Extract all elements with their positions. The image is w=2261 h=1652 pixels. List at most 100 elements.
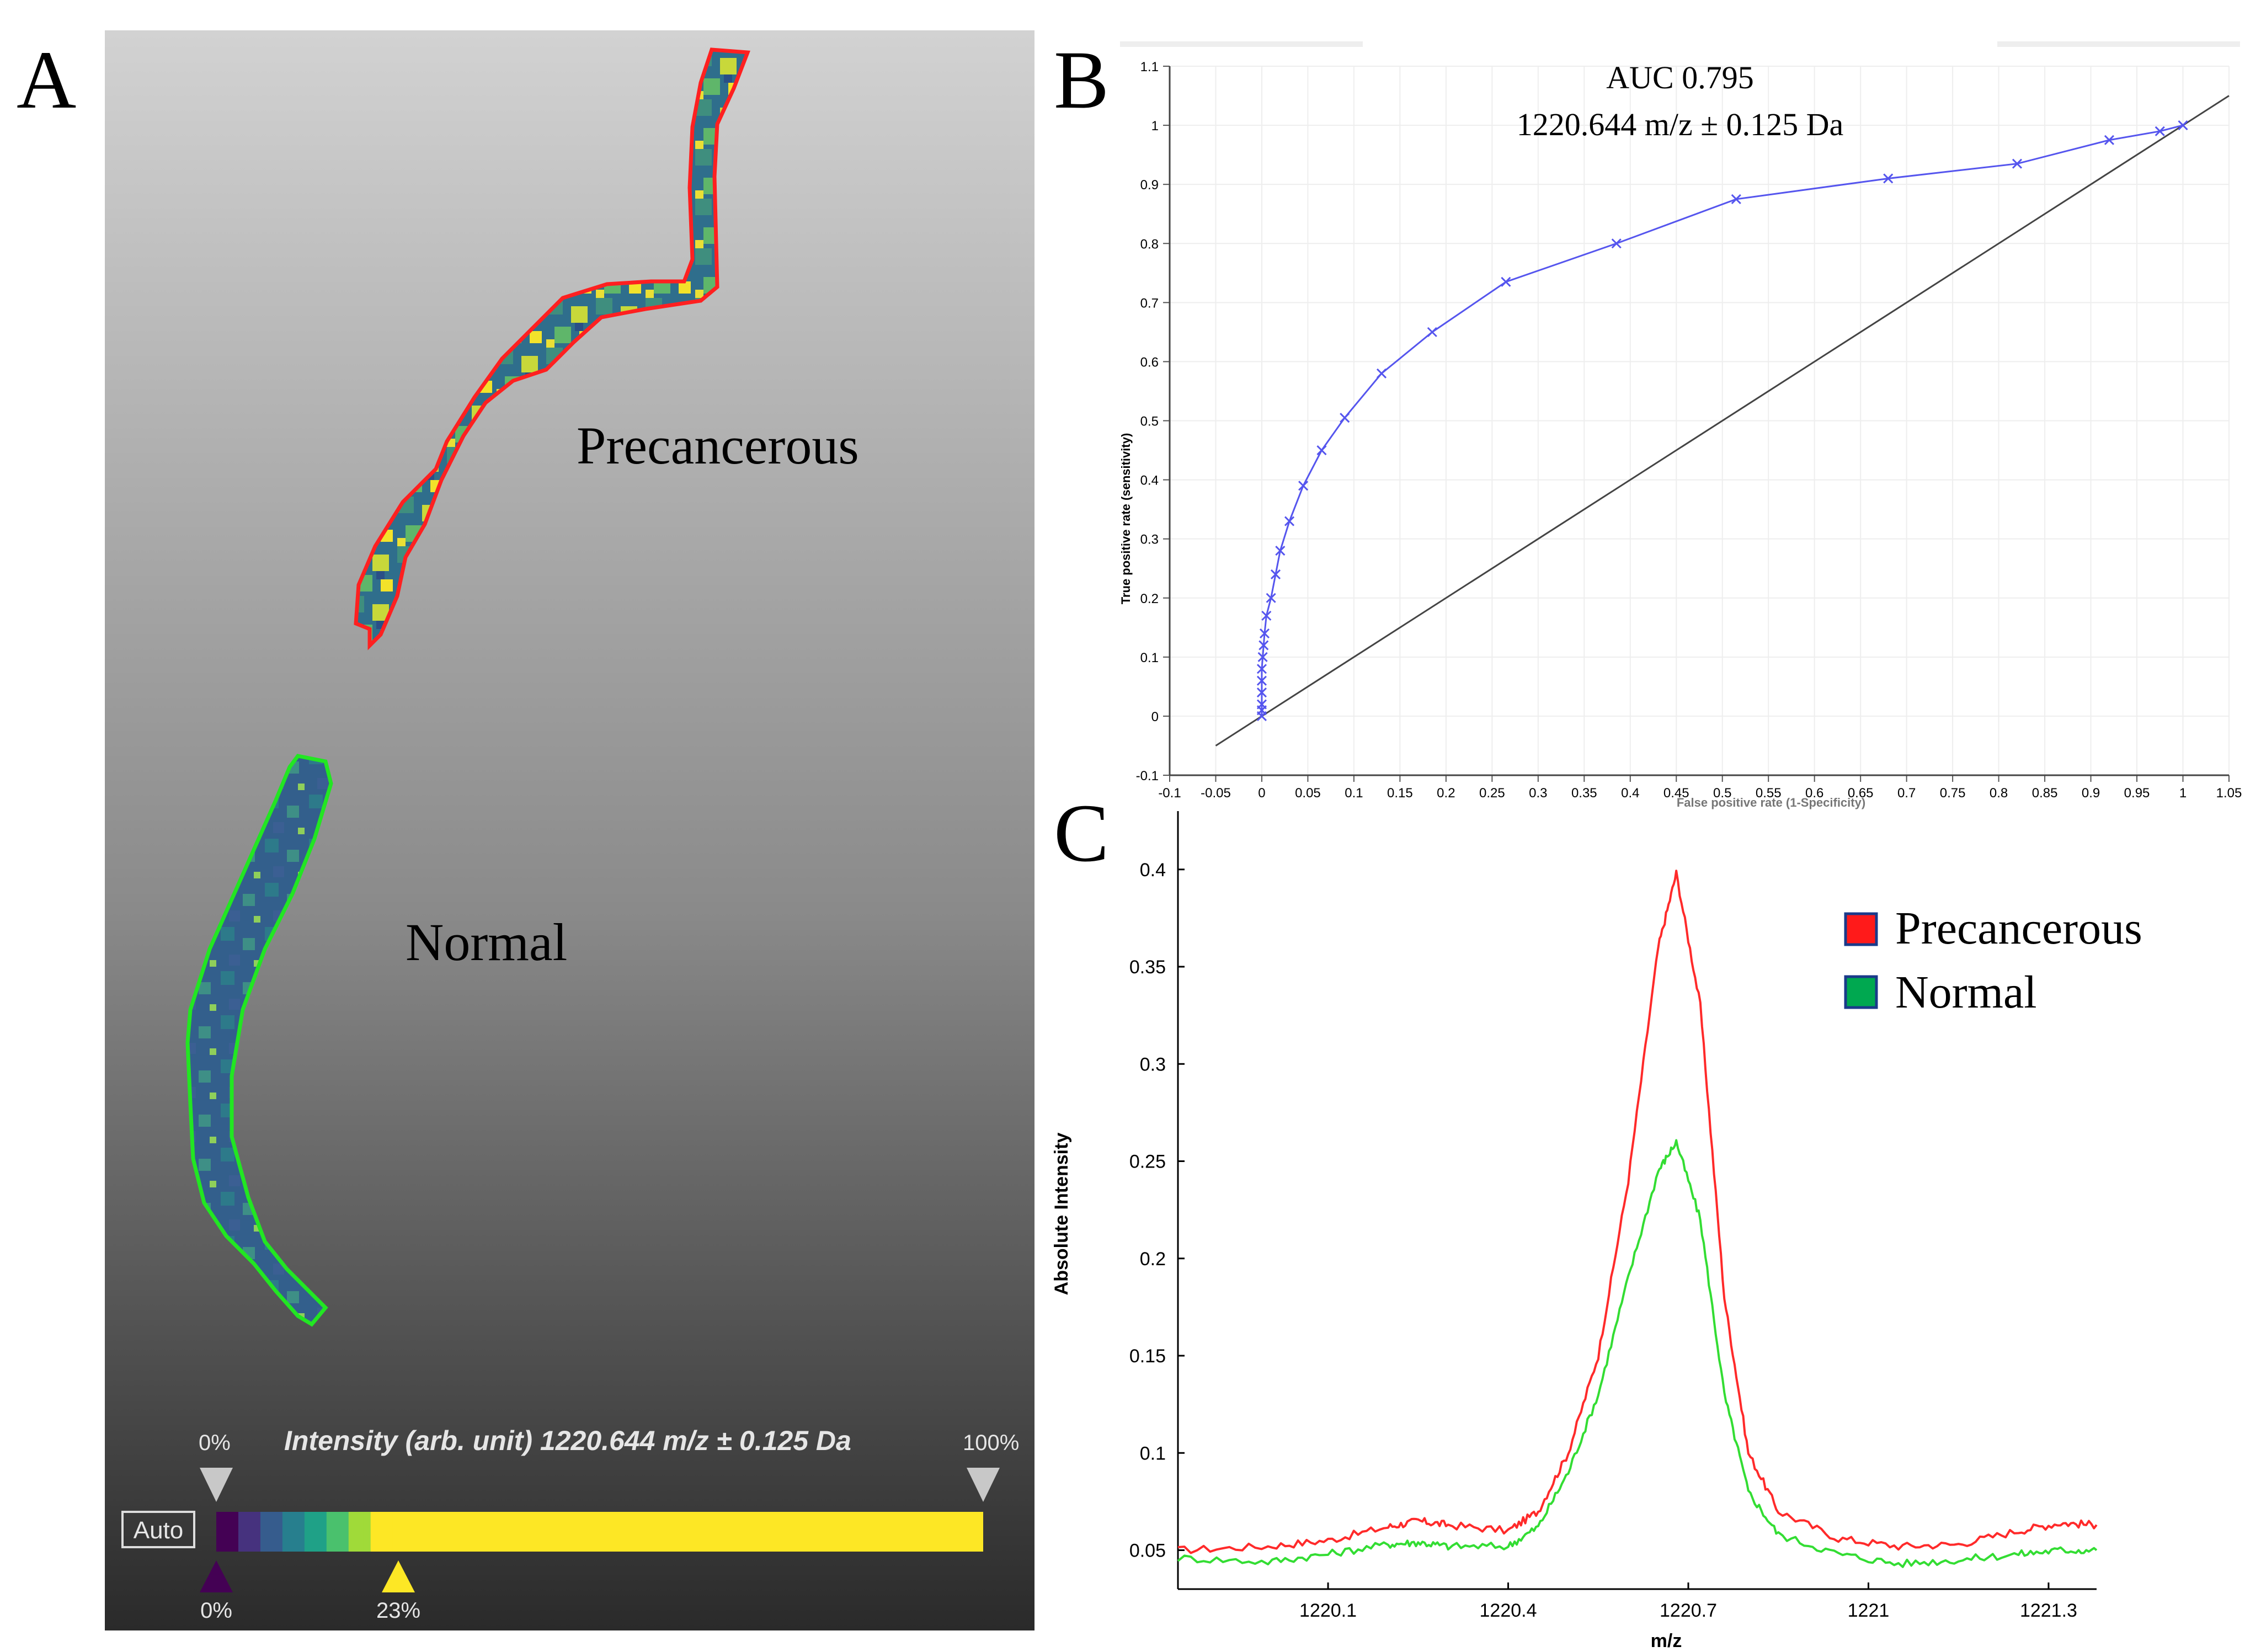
roc-ylabel: True positive rate (sensitivity) [1119,433,1133,605]
colorbar: Intensity (arb. unit) 1220.644 m/z ± 0.1… [121,1425,1019,1623]
spectrum-xtick-label: 1221 [1848,1600,1890,1621]
roc-xtick-label: -0.1 [1158,786,1181,801]
roc-xtick-label: 0.05 [1295,786,1321,801]
roc-ytick-label: 0.7 [1140,296,1159,311]
roc-xtick-label: 1 [2179,786,2187,801]
roc-title-line2: 1220.644 m/z ± 0.125 Da [1517,106,1843,142]
roc-point [1376,368,1387,379]
spectrum-xtick-label: 1220.1 [1299,1600,1357,1621]
roc-point [1316,445,1327,456]
colorbar-segment [275,1512,283,1552]
spectrum-legend: Precancerous Normal [1844,903,2142,1018]
precancerous-tissue-region [354,47,750,651]
colorbar-segment [370,1512,379,1552]
colorbar-segment [246,1512,254,1552]
panel-b: -0.1 -0.05 0 0.05 0.1 0.15 0.2 0.25 0.3 0.35 0.4 0.… [1054,34,2242,809]
roc-point [1256,675,1267,686]
colorbar-title: Intensity (arb. unit) 1220.644 m/z ± 0.1… [284,1425,851,1456]
colorbar-segment [260,1512,269,1552]
roc-reference-line [1215,95,2230,747]
roc-point [1256,664,1267,674]
roc-ytick-label: 0.1 [1140,651,1159,665]
roc-lines [1215,95,2230,747]
spectrum-xlabel: m/z [1651,1630,1682,1651]
roc-xlabel: False positive rate (1-Specificity) [1677,796,1865,809]
roc-point [2155,126,2165,136]
roc-xtick-label: 0.75 [1940,786,1966,801]
roc-ytick-label: 0 [1151,710,1159,724]
spectrum-ytick-label: 0.15 [1129,1346,1166,1367]
roc-xtick-label: 0.7 [1897,786,1916,801]
spectrum-xtick-label: 1221.3 [2020,1600,2077,1621]
roc-point [1883,173,1894,184]
auto-button[interactable] [121,1511,195,1548]
panel-b-label: B [1054,34,1109,126]
colorbar-segment [290,1512,298,1552]
roc-point [1731,194,1741,204]
auto-button-label: Auto [134,1517,184,1544]
colorbar-segment [363,1512,371,1552]
panel-a: Precancerous Normal Intensity (arb. unit… [17,30,1034,1630]
roc-xtick-label: 0.1 [1345,786,1363,801]
colorbar-segment [378,1512,386,1552]
colorbar-segment [297,1512,305,1552]
roc-xtick-label: 0.25 [1479,786,1505,801]
panel-c: 1220.1 1220.4 1220.7 1221 1221.3 0.05 0.1 0.15 0… [1051,787,2142,1651]
roc-point [1427,327,1437,337]
spectrum-ytick-label: 0.4 [1140,860,1166,881]
marker-top-right[interactable] [967,1468,1000,1502]
roc-ytick-label: -0.1 [1136,769,1159,784]
colorbar-segment [334,1512,342,1552]
colorbar-segment [341,1512,349,1552]
colorbar-segment [356,1512,364,1552]
msi-image-background [105,30,1034,1630]
marker-bottom-mid-label: 23% [376,1598,420,1623]
roc-xtick-label: 0.6 [1805,786,1823,801]
roc-xtick-label: 0.5 [1713,786,1731,801]
spectrum-lines [1177,870,2098,1568]
roc-point [1256,688,1267,698]
marker-bottom-mid[interactable] [382,1560,415,1592]
spectrum-ytick-label: 0.1 [1140,1443,1166,1464]
roc-point [1257,652,1268,662]
roc-grid [1169,66,2230,776]
marker-bottom-left[interactable] [200,1560,233,1592]
spectrum-axes: 1220.1 1220.4 1220.7 1221 1221.3 0.05 0.1 0.15 0… [1129,811,2097,1621]
roc-point [1261,610,1272,621]
marker-top-left-label: 0% [199,1431,231,1455]
colorbar-segment [348,1512,357,1552]
roc-xtick-label: 0.3 [1529,786,1547,801]
colorbar-segment [216,1512,225,1552]
roc-ytick-label: 0.8 [1140,237,1159,252]
roc-point [1501,276,1511,287]
roc-xtick-label: 0.15 [1387,786,1413,801]
roc-ytick-label: 0.3 [1140,532,1159,547]
marker-top-right-label: 100% [963,1431,1019,1455]
roc-point [1266,593,1276,603]
roc-xtick-label: 1.05 [2216,786,2242,801]
colorbar-segment [312,1512,320,1552]
roc-xtick-label: 0.85 [2032,786,2058,801]
spectrum-ytick-label: 0.05 [1129,1541,1166,1562]
colorbar-segment [385,1512,393,1552]
roc-point [1611,238,1622,249]
spectrum-ylabel: Absolute Intensity [1051,1133,1072,1296]
roc-ytick-label: 1 [1151,119,1159,134]
roc-point [2012,158,2023,169]
roc-ytick-label: 0.6 [1140,355,1159,370]
roc-point [1298,481,1309,491]
normal-label: Normal [406,913,567,972]
marker-top-left[interactable] [200,1468,233,1502]
colorbar-segment [238,1512,247,1552]
roc-xtick-label: 0.55 [1756,786,1782,801]
roc-xtick-label: 0.45 [1663,786,1689,801]
roc-ytick-label: 0.4 [1140,473,1159,488]
roc-xtick-label: 0.9 [2082,786,2100,801]
spectrum-line-normal [1177,1139,2098,1568]
roc-xtick-label: 0.95 [2124,786,2150,801]
spectrum-ytick-label: 0.25 [1129,1152,1166,1173]
normal-tissue-region [185,754,333,1327]
roc-axes: -0.1 -0.05 0 0.05 0.1 0.15 0.2 0.25 0.3 0.35 0.4 0.… [1136,60,2242,801]
roc-xtick-label: 0.65 [1848,786,1874,801]
